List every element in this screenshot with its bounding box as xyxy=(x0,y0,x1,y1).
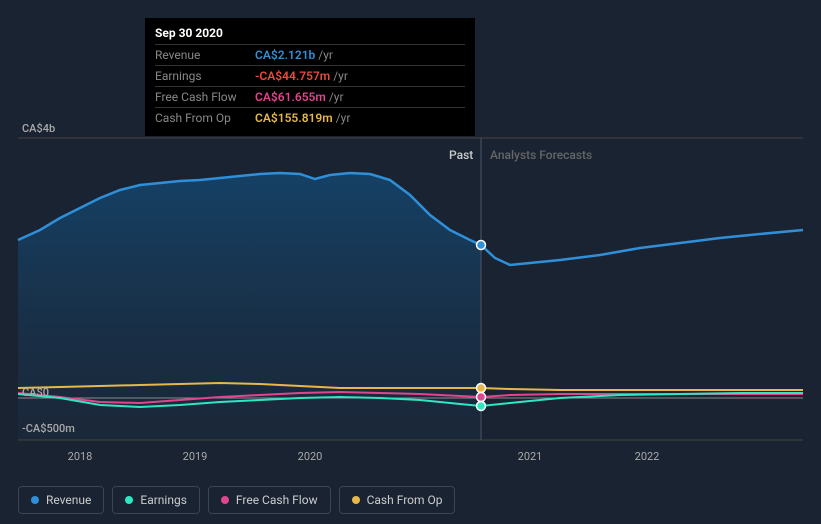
tooltip-row: Free Cash FlowCA$61.655m/yr xyxy=(155,86,465,107)
legend-dot-icon xyxy=(352,496,360,504)
y-axis-label: CA$4b xyxy=(22,122,55,135)
x-axis-label: 2018 xyxy=(68,450,93,463)
tooltip-metric-unit: /yr xyxy=(318,48,333,62)
x-axis-label: 2020 xyxy=(298,450,323,463)
tooltip-metric-label: Earnings xyxy=(155,69,255,83)
tooltip-metric-value: CA$61.655m xyxy=(255,90,326,104)
financial-chart: CA$4b CA$0 -CA$500m 2018 2019 2020 2021 2022 P… xyxy=(0,0,821,524)
chart-tooltip: Sep 30 2020 RevenueCA$2.121b/yrEarnings-… xyxy=(145,18,475,136)
legend-label: Revenue xyxy=(46,493,91,507)
tooltip-metric-unit: /yr xyxy=(329,90,344,104)
x-axis-label: 2019 xyxy=(183,450,208,463)
legend-item-earnings[interactable]: Earnings xyxy=(112,486,200,514)
tooltip-row: Cash From OpCA$155.819m/yr xyxy=(155,107,465,128)
x-axis-label: 2022 xyxy=(635,450,660,463)
legend-dot-icon xyxy=(125,496,133,504)
tooltip-metric-value: -CA$44.757m xyxy=(255,69,330,83)
tooltip-row: Earnings-CA$44.757m/yr xyxy=(155,65,465,86)
tooltip-row: RevenueCA$2.121b/yr xyxy=(155,44,465,65)
legend-item-free-cash-flow[interactable]: Free Cash Flow xyxy=(208,486,331,514)
y-axis-label: CA$0 xyxy=(22,386,49,399)
y-axis-label: -CA$500m xyxy=(22,422,75,435)
x-axis-label: 2021 xyxy=(518,450,543,463)
legend-item-revenue[interactable]: Revenue xyxy=(18,486,104,514)
legend-label: Earnings xyxy=(140,493,187,507)
tooltip-metric-label: Revenue xyxy=(155,48,255,62)
chart-legend: Revenue Earnings Free Cash Flow Cash From O… xyxy=(18,486,455,514)
tooltip-metric-unit: /yr xyxy=(333,69,348,83)
legend-label: Cash From Op xyxy=(367,493,443,507)
tooltip-metric-unit: /yr xyxy=(336,111,351,125)
legend-item-cash-from-op[interactable]: Cash From Op xyxy=(339,486,456,514)
past-section-label: Past xyxy=(449,148,473,162)
tooltip-metric-value: CA$155.819m xyxy=(255,111,333,125)
legend-dot-icon xyxy=(31,496,39,504)
legend-dot-icon xyxy=(221,496,229,504)
tooltip-metric-value: CA$2.121b xyxy=(255,48,315,62)
tooltip-date: Sep 30 2020 xyxy=(155,26,465,40)
legend-label: Free Cash Flow xyxy=(236,493,318,507)
tooltip-metric-label: Cash From Op xyxy=(155,111,255,125)
tooltip-metric-label: Free Cash Flow xyxy=(155,90,255,104)
forecast-section-label: Analysts Forecasts xyxy=(490,148,592,162)
